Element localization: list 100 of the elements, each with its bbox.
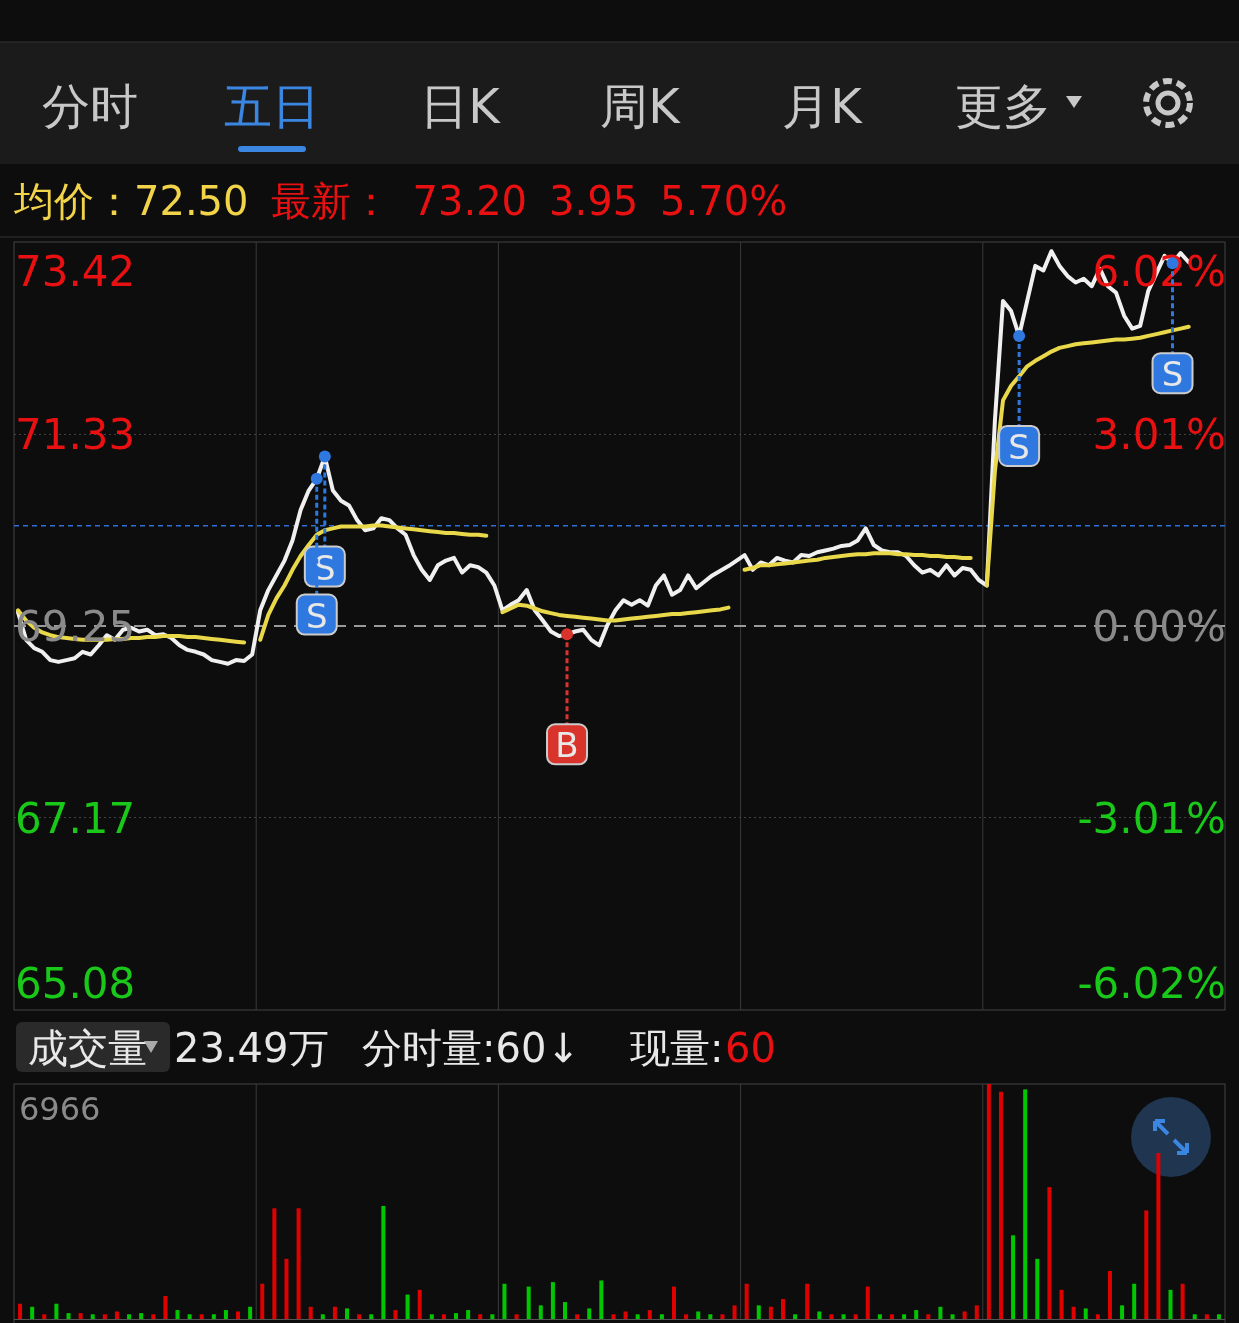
bar xyxy=(1011,1235,1016,1319)
bar xyxy=(756,1305,761,1319)
bar xyxy=(78,1313,83,1319)
bar xyxy=(236,1311,241,1319)
bar xyxy=(1107,1271,1112,1319)
y2-tick-label: -6.02% xyxy=(1077,959,1226,1008)
bar xyxy=(320,1314,325,1319)
annotation: B xyxy=(555,725,579,766)
bar xyxy=(163,1295,168,1319)
bar xyxy=(18,1303,23,1319)
bar xyxy=(889,1314,894,1319)
bar xyxy=(1047,1187,1052,1320)
bar xyxy=(829,1314,834,1319)
annotation: 6966 xyxy=(19,1090,101,1128)
bar xyxy=(114,1311,119,1319)
bar xyxy=(696,1311,701,1319)
bar xyxy=(1035,1258,1040,1319)
bar xyxy=(514,1314,519,1319)
bar xyxy=(744,1283,749,1319)
bar xyxy=(1192,1314,1197,1319)
text: 60 xyxy=(725,1025,776,1071)
annotation: S xyxy=(305,595,328,636)
y-tick-label: 73.42 xyxy=(15,247,136,296)
bar xyxy=(865,1286,870,1319)
bar xyxy=(54,1303,59,1319)
text: 均价：72.50 xyxy=(13,178,249,224)
bar xyxy=(42,1314,47,1319)
bar xyxy=(187,1314,192,1319)
text: 周K xyxy=(600,78,682,134)
bar xyxy=(308,1306,313,1319)
bar xyxy=(127,1314,132,1319)
y-tick-label: 65.08 xyxy=(15,959,136,1008)
text: 5.70% xyxy=(660,178,788,224)
bar xyxy=(817,1311,822,1319)
bar xyxy=(1144,1210,1149,1319)
bar xyxy=(369,1314,374,1319)
bar xyxy=(454,1313,459,1319)
bar xyxy=(30,1306,35,1319)
bar xyxy=(405,1294,410,1319)
text: 更多 xyxy=(955,78,1051,134)
bar xyxy=(66,1313,71,1319)
bar xyxy=(853,1314,858,1319)
bar xyxy=(1204,1314,1209,1319)
bar xyxy=(393,1310,398,1319)
bar xyxy=(793,1314,798,1319)
bar xyxy=(684,1314,689,1319)
bar xyxy=(538,1305,543,1319)
bar xyxy=(732,1305,737,1319)
y-tick-label: 71.33 xyxy=(15,410,136,460)
bar xyxy=(926,1314,931,1319)
bar xyxy=(1095,1314,1100,1319)
text: 五日 xyxy=(224,78,320,134)
bar xyxy=(599,1280,604,1319)
bar xyxy=(708,1314,713,1319)
bar xyxy=(1156,1153,1161,1319)
bar xyxy=(974,1305,979,1319)
bar xyxy=(998,1091,1003,1320)
text: 分时 xyxy=(42,78,138,134)
bar xyxy=(345,1308,350,1320)
y2-tick-label: -3.01% xyxy=(1077,794,1226,843)
bar xyxy=(805,1283,810,1319)
text: 分时量:60↓ xyxy=(362,1025,580,1071)
bar xyxy=(623,1311,628,1319)
bar xyxy=(151,1314,156,1319)
bar xyxy=(248,1306,253,1319)
bar xyxy=(466,1310,471,1319)
bar xyxy=(902,1314,907,1319)
bar xyxy=(139,1313,144,1319)
text: 月K xyxy=(782,78,864,134)
bar xyxy=(672,1286,676,1319)
bar xyxy=(647,1310,652,1319)
bar xyxy=(1059,1289,1064,1319)
bar xyxy=(417,1289,422,1319)
bar xyxy=(284,1258,289,1319)
text: 现量: xyxy=(630,1025,724,1071)
bar xyxy=(441,1314,446,1319)
bar xyxy=(526,1286,531,1319)
annotation: S xyxy=(1008,426,1030,467)
bar xyxy=(478,1314,483,1319)
bar xyxy=(962,1311,967,1319)
bar xyxy=(429,1314,434,1319)
annotation: S xyxy=(1161,354,1184,395)
bar xyxy=(211,1314,216,1319)
bar xyxy=(950,1314,955,1319)
bar xyxy=(1083,1308,1088,1320)
bar xyxy=(550,1282,555,1319)
bar xyxy=(272,1208,277,1319)
bar xyxy=(563,1302,568,1319)
bar xyxy=(1132,1283,1137,1319)
text: 23.49万 xyxy=(174,1025,329,1071)
bar xyxy=(1216,1314,1221,1319)
bar xyxy=(223,1310,228,1319)
bar xyxy=(357,1314,362,1319)
bar xyxy=(768,1306,773,1319)
bar xyxy=(720,1314,725,1319)
bar xyxy=(490,1314,495,1319)
y-tick-label: 67.17 xyxy=(15,793,136,843)
bar xyxy=(914,1310,919,1319)
bar xyxy=(938,1306,943,1319)
bar xyxy=(841,1314,846,1319)
